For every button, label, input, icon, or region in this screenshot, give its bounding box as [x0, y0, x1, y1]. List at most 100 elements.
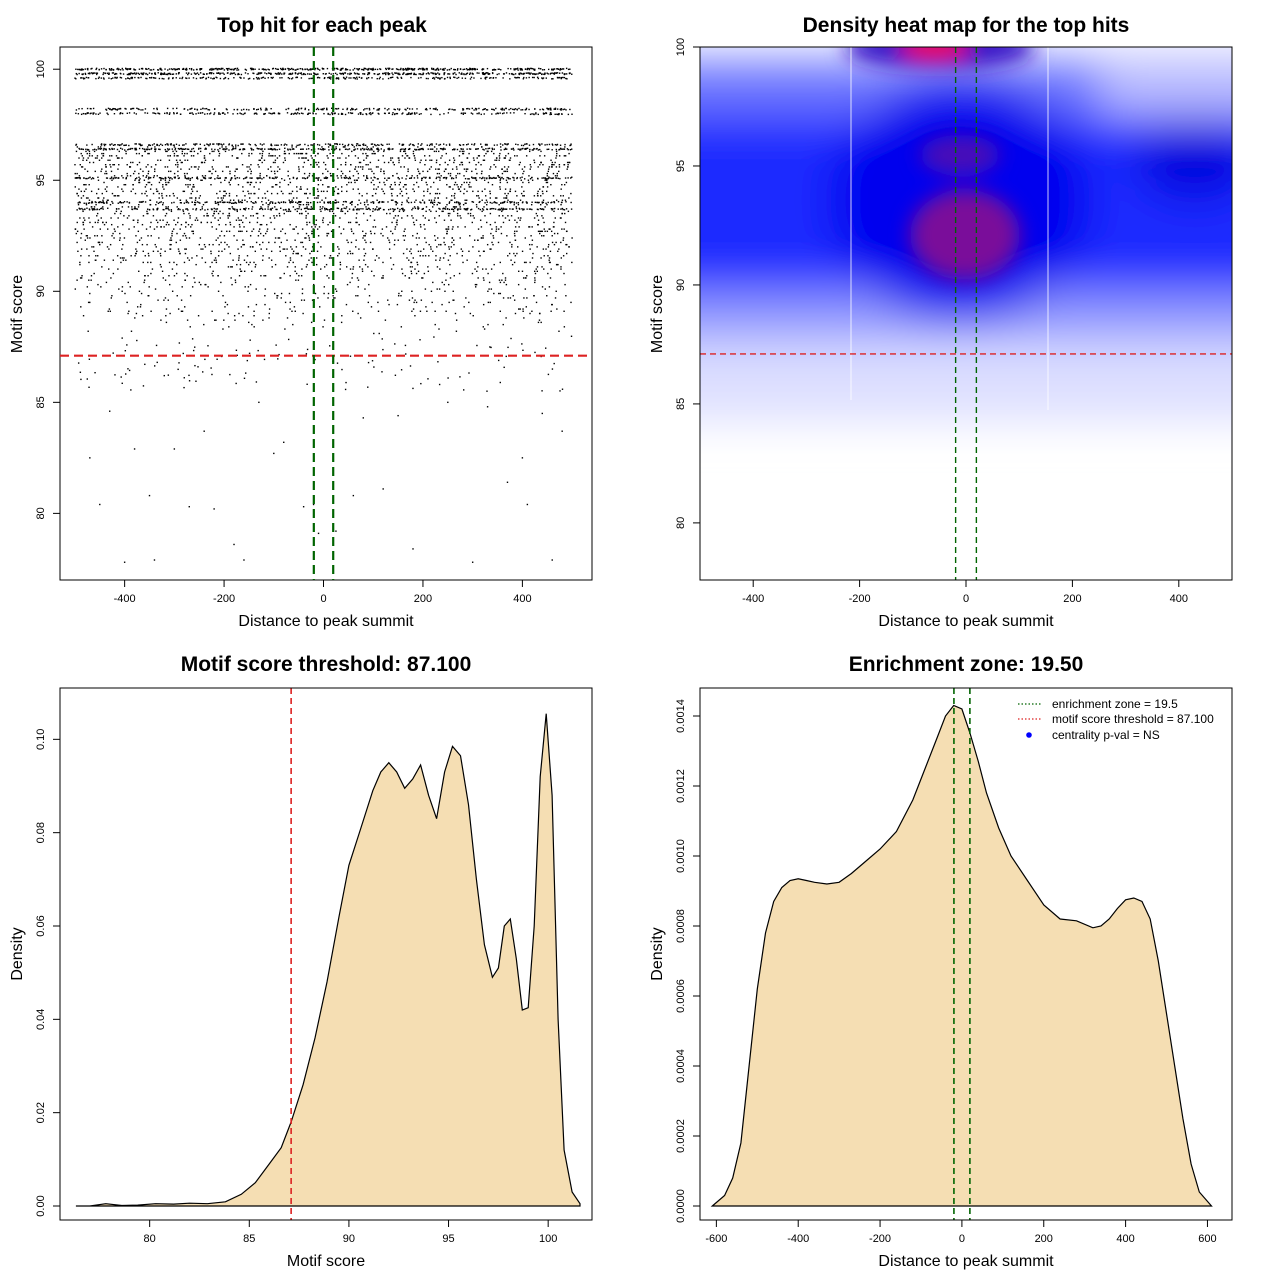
- scatter-point: [474, 68, 477, 70]
- scatter-point: [518, 226, 520, 228]
- scatter-point: [191, 188, 193, 190]
- scatter-point: [289, 275, 291, 277]
- scatter-point: [295, 246, 298, 248]
- scatter-point: [185, 248, 188, 250]
- scatter-point: [331, 210, 334, 213]
- scatter-point: [247, 290, 249, 292]
- scatter-point: [234, 147, 237, 150]
- scatter-point: [88, 152, 91, 155]
- scatter-point: [168, 68, 171, 70]
- scatter-point: [509, 241, 511, 244]
- scatter-point: [543, 112, 546, 115]
- scatter-point: [383, 192, 386, 195]
- scatter-point: [248, 77, 251, 80]
- scatter-point: [146, 175, 148, 177]
- scatter-point: [79, 164, 81, 166]
- scatter-point: [344, 113, 347, 116]
- scatter-point: [565, 243, 567, 246]
- scatter-point: [113, 108, 115, 110]
- scatter-point: [415, 237, 418, 239]
- scatter-point: [330, 230, 333, 233]
- scatter-point: [247, 170, 249, 173]
- scatter-point: [491, 147, 493, 150]
- scatter-point: [528, 76, 530, 79]
- scatter-point: [377, 112, 379, 115]
- scatter-point: [333, 190, 336, 193]
- scatter-point: [106, 199, 109, 201]
- scatter-point: [119, 201, 122, 203]
- scatter-point: [212, 143, 214, 145]
- scatter-point: [451, 237, 454, 239]
- scatter-point: [367, 148, 369, 151]
- scatter-point: [294, 208, 296, 211]
- scatter-point: [228, 144, 230, 146]
- scatter-point: [196, 219, 199, 221]
- scatter-point: [217, 197, 219, 199]
- scatter-point: [256, 73, 258, 76]
- scatter-point: [452, 157, 455, 159]
- scatter-point: [117, 168, 119, 170]
- scatter-point: [250, 172, 252, 175]
- scatter-point: [109, 69, 111, 71]
- scatter-point: [122, 201, 124, 204]
- scatter-point: [297, 109, 300, 111]
- scatter-point: [120, 261, 122, 264]
- scatter-point: [207, 76, 210, 79]
- scatter-point: [452, 177, 455, 180]
- scatter-point: [530, 203, 533, 206]
- scatter-point: [319, 208, 321, 211]
- scatter-point: [560, 68, 562, 71]
- scatter-point: [377, 201, 380, 204]
- scatter-point: [119, 147, 122, 150]
- scatter-point: [442, 207, 445, 209]
- scatter-point: [103, 78, 105, 80]
- scatter-point: [472, 190, 474, 193]
- scatter-point: [521, 148, 523, 150]
- scatter-point: [401, 113, 403, 115]
- scatter-point: [565, 67, 568, 70]
- scatter-point: [538, 72, 540, 74]
- scatter-point: [421, 177, 424, 179]
- scatter-point: [287, 149, 289, 151]
- scatter-point: [357, 279, 360, 281]
- scatter-point: [514, 108, 517, 110]
- scatter-point: [361, 195, 363, 197]
- scatter-point: [194, 199, 197, 201]
- scatter-point: [167, 69, 169, 71]
- scatter-point: [334, 201, 336, 204]
- scatter-point: [286, 144, 288, 146]
- scatter-point: [78, 175, 81, 177]
- scatter-point: [378, 201, 381, 203]
- scatter-point: [430, 199, 433, 201]
- scatter-point: [523, 317, 525, 319]
- scatter-point: [346, 177, 348, 179]
- scatter-point: [273, 112, 275, 114]
- scatter-point: [310, 77, 312, 80]
- scatter-point: [289, 202, 292, 204]
- scatter-point: [187, 202, 190, 204]
- scatter-point: [489, 168, 491, 170]
- scatter-point: [547, 255, 549, 257]
- scatter-point: [216, 76, 218, 79]
- scatter-point: [406, 199, 408, 201]
- scatter-point: [166, 221, 168, 224]
- scatter-point: [549, 228, 551, 230]
- scatter-point: [245, 69, 248, 71]
- scatter-point: [345, 201, 348, 203]
- scatter-point: [249, 177, 251, 179]
- scatter-point: [474, 177, 477, 179]
- scatter-point: [507, 297, 509, 299]
- scatter-point: [83, 78, 85, 80]
- scatter-point: [215, 67, 217, 70]
- scatter-point: [119, 76, 122, 79]
- scatter-point: [74, 77, 76, 79]
- scatter-point: [134, 255, 136, 257]
- scatter-point: [189, 326, 191, 328]
- scatter-point: [380, 232, 382, 235]
- scatter-point: [273, 228, 276, 230]
- scatter-point: [463, 168, 466, 170]
- scatter-point: [528, 175, 530, 177]
- scatter-point: [418, 237, 420, 239]
- scatter-point: [171, 202, 173, 204]
- scatter-point: [347, 144, 349, 147]
